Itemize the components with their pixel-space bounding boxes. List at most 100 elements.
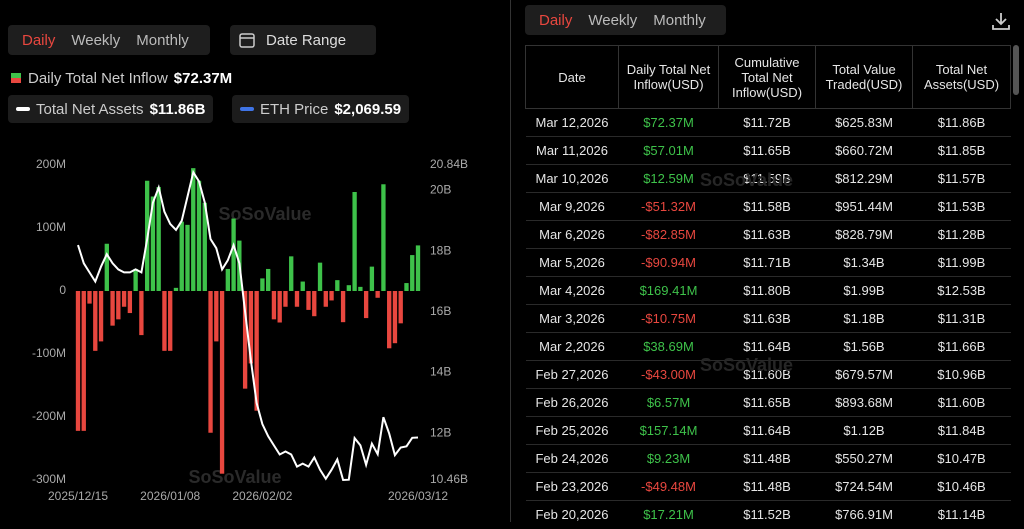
bar — [116, 291, 121, 320]
bar — [352, 192, 357, 291]
table-cell: $11.48B — [718, 472, 816, 501]
bar — [185, 224, 190, 291]
table-cell: $12.53B — [912, 276, 1011, 305]
bar — [271, 291, 277, 320]
bar — [266, 268, 271, 291]
legend-item: ETH Price $2,069.59 — [232, 95, 410, 123]
table-cell: $812.29M — [815, 164, 913, 193]
tab[interactable]: Monthly — [136, 31, 189, 49]
table-row: Mar 2,2026 $38.69M $11.64B $1.56B $11.66B — [525, 332, 1011, 361]
bar — [225, 268, 230, 291]
bar — [121, 291, 127, 307]
table-cell: $157.14M — [618, 416, 719, 445]
bar — [208, 291, 213, 433]
tab[interactable]: Daily — [22, 31, 56, 49]
download-icon[interactable] — [990, 10, 1012, 32]
table-tabs: Daily Weekly Monthly — [525, 5, 726, 35]
legend-value: $2,069.59 — [334, 100, 402, 118]
bar — [98, 291, 104, 342]
bar — [294, 291, 300, 307]
bar — [156, 187, 161, 291]
table-cell: $1.99B — [815, 276, 913, 305]
bar — [219, 291, 225, 474]
table-cell: $625.83M — [815, 108, 913, 137]
table-cell: $11.64B — [718, 332, 816, 361]
table-cell: $550.27M — [815, 444, 913, 473]
watermark: SoSoValue — [218, 204, 311, 224]
table-cell: $11.14B — [912, 500, 1011, 529]
table-cell: $11.72B — [718, 108, 816, 137]
tab[interactable]: Daily — [539, 11, 573, 29]
chart: SoSoValue SoSoValue 200M 100M 0 -100M -200M -… — [32, 157, 468, 503]
tab[interactable]: Weekly — [588, 11, 638, 29]
table-cell: $11.58B — [718, 192, 816, 221]
table-cell: $11.99B — [912, 248, 1011, 277]
bar — [191, 168, 196, 291]
tab[interactable]: Monthly — [653, 11, 706, 29]
table-cell: -$90.94M — [618, 248, 719, 277]
table-cell: Feb 25,2026 — [525, 416, 619, 445]
table-cell: $9.23M — [618, 444, 719, 473]
table-cell: Mar 3,2026 — [525, 304, 619, 333]
bar — [127, 291, 133, 314]
bar — [387, 291, 392, 349]
table-cell: $57.01M — [618, 136, 719, 165]
bar — [231, 218, 236, 291]
column-header: Total Net Assets(USD) — [912, 45, 1011, 109]
table-cell: $11.28B — [912, 220, 1011, 249]
table-cell: $10.46B — [912, 472, 1011, 501]
table-cell: $10.96B — [912, 360, 1011, 389]
column-header: Date — [525, 45, 619, 109]
table-cell: $11.60B — [718, 360, 816, 389]
y-tick-label: 200M — [36, 157, 66, 171]
table-row: Mar 11,2026 $57.01M $11.65B $660.72M $11.85B — [525, 136, 1011, 165]
bar — [312, 291, 317, 317]
column-header: Daily Total Net Inflow(USD) — [618, 45, 719, 109]
bar — [335, 280, 340, 291]
bar — [329, 291, 334, 301]
y2-tick-label: 18B — [430, 243, 451, 257]
legend-item: Daily Total Net Inflow $72.37M — [2, 64, 240, 92]
table-row: Feb 25,2026 $157.14M $11.64B $1.12B $11.84B — [525, 416, 1011, 445]
x-tick-label: 2026/03/12 — [388, 489, 448, 503]
date-range-button[interactable]: Date Range — [230, 25, 376, 55]
header-row: Date Daily Total Net Inflow(USD) Cumulativ… — [525, 45, 1011, 109]
line — [77, 169, 419, 482]
table-cell: $11.84B — [912, 416, 1011, 445]
y-tick-label: 0 — [59, 283, 66, 297]
x-tick-label: 2025/12/15 — [48, 489, 108, 503]
table-cell: $11.52B — [718, 500, 816, 529]
bar — [214, 291, 219, 342]
bar — [392, 291, 398, 344]
table-cell: Feb 24,2026 — [525, 444, 619, 473]
bar — [87, 291, 92, 304]
bar — [260, 278, 265, 291]
table-cell: $11.66B — [912, 332, 1011, 361]
bar — [139, 291, 144, 336]
scrollbar[interactable] — [1013, 45, 1019, 95]
column-header: Total Value Traded(USD) — [815, 45, 913, 109]
table-cell: Mar 4,2026 — [525, 276, 619, 305]
data-table: Date Daily Total Net Inflow(USD) Cumulativ… — [525, 45, 1011, 529]
y-tick-label: -200M — [32, 409, 66, 423]
divider — [510, 0, 511, 522]
table-cell: -$82.85M — [618, 220, 719, 249]
table-row: Mar 6,2026 -$82.85M $11.63B $828.79M $11.28B — [525, 220, 1011, 249]
bar — [375, 291, 380, 298]
bar — [81, 291, 86, 431]
table-cell: -$10.75M — [618, 304, 719, 333]
table-cell: $11.64B — [718, 416, 816, 445]
table-cell: Mar 9,2026 — [525, 192, 619, 221]
watermark: SoSoValue — [700, 355, 794, 375]
table-row: Feb 26,2026 $6.57M $11.65B $893.68M $11.60B — [525, 388, 1011, 417]
tab[interactable]: Weekly — [71, 31, 121, 49]
table-cell: $766.91M — [815, 500, 913, 529]
table-row: Mar 9,2026 -$51.32M $11.58B $951.44M $11.53B — [525, 192, 1011, 221]
table-cell: $724.54M — [815, 472, 913, 501]
bar — [358, 286, 363, 291]
table-cell: $11.63B — [718, 304, 816, 333]
table-row: Mar 4,2026 $169.41M $11.80B $1.99B $12.53B — [525, 276, 1011, 305]
bar — [179, 221, 184, 291]
x-tick-label: 2026/02/02 — [232, 489, 292, 503]
legend-icon — [11, 73, 21, 83]
